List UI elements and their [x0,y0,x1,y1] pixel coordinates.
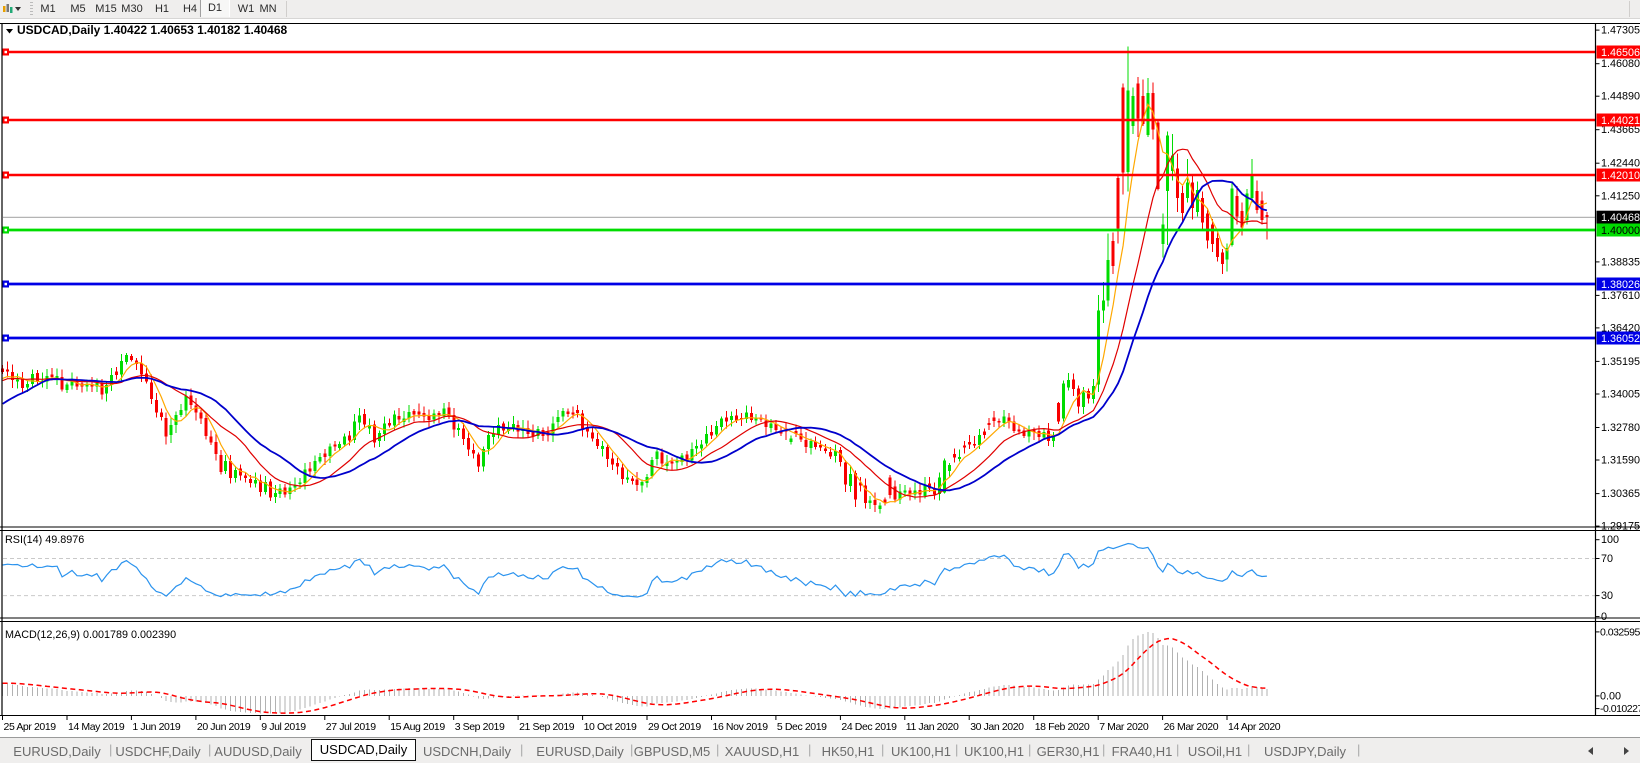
svg-text:1 Jun 2019: 1 Jun 2019 [132,721,181,733]
svg-text:1.44890: 1.44890 [1601,91,1640,103]
svg-text:1.41250: 1.41250 [1601,190,1640,202]
svg-text:0.00: 0.00 [1600,690,1621,702]
svg-text:21 Sep 2019: 21 Sep 2019 [519,721,575,733]
svg-text:1.42440: 1.42440 [1601,158,1640,170]
svg-text:1.34005: 1.34005 [1601,389,1640,401]
svg-text:1.36052: 1.36052 [1601,333,1640,345]
svg-text:1.44021: 1.44021 [1601,115,1640,127]
svg-text:1.40468: 1.40468 [1601,212,1640,224]
svg-text:1.43665: 1.43665 [1601,124,1640,136]
svg-text:24 Dec 2019: 24 Dec 2019 [841,721,897,733]
svg-text:0.032595: 0.032595 [1600,626,1640,638]
svg-text:1.30365: 1.30365 [1601,488,1640,500]
svg-text:27 Jul 2019: 27 Jul 2019 [326,721,376,733]
svg-text:USDCAD,Daily 1.40422 1.40653: USDCAD,Daily 1.40422 1.40653 1.40182 1.4… [17,23,288,37]
svg-text:1.38026: 1.38026 [1601,279,1640,291]
svg-text:10 Oct 2019: 10 Oct 2019 [584,721,637,733]
svg-text:18 Feb 2020: 18 Feb 2020 [1035,721,1090,733]
svg-text:1.46080: 1.46080 [1601,58,1640,70]
svg-text:1.32780: 1.32780 [1601,422,1640,434]
svg-text:5 Dec 2019: 5 Dec 2019 [777,721,827,733]
svg-text:100: 100 [1601,534,1619,546]
svg-text:1.31590: 1.31590 [1601,455,1640,467]
svg-text:1.40000: 1.40000 [1601,225,1640,237]
svg-text:20 Jun 2019: 20 Jun 2019 [197,721,251,733]
svg-text:-0.010227: -0.010227 [1600,703,1640,715]
svg-text:0: 0 [1601,611,1607,623]
svg-text:14 May 2019: 14 May 2019 [68,721,125,733]
svg-text:3 Sep 2019: 3 Sep 2019 [455,721,505,733]
svg-text:1.36420: 1.36420 [1601,322,1640,334]
svg-text:1.29175: 1.29175 [1601,521,1640,533]
svg-text:MACD(12,26,9) 0.001789 0.00239: MACD(12,26,9) 0.001789 0.002390 [5,629,176,641]
svg-text:1.37610: 1.37610 [1601,290,1640,302]
svg-text:9 Jul 2019: 9 Jul 2019 [261,721,306,733]
svg-text:16 Nov 2019: 16 Nov 2019 [713,721,769,733]
svg-text:RSI(14) 49.8976: RSI(14) 49.8976 [5,534,84,546]
svg-text:25 Apr 2019: 25 Apr 2019 [4,721,57,733]
svg-text:1.42010: 1.42010 [1601,170,1640,182]
svg-text:7 Mar 2020: 7 Mar 2020 [1099,721,1149,733]
svg-text:14 Apr 2020: 14 Apr 2020 [1228,721,1281,733]
svg-text:11 Jan 2020: 11 Jan 2020 [906,721,959,733]
svg-text:30: 30 [1601,590,1613,602]
svg-text:1.35195: 1.35195 [1601,356,1640,368]
svg-text:1.38835: 1.38835 [1601,256,1640,268]
svg-text:70: 70 [1601,553,1613,565]
svg-text:30 Jan 2020: 30 Jan 2020 [970,721,1024,733]
svg-text:29 Oct 2019: 29 Oct 2019 [648,721,701,733]
svg-text:1.47305: 1.47305 [1601,25,1640,37]
svg-text:15 Aug 2019: 15 Aug 2019 [390,721,445,733]
svg-text:26 Mar 2020: 26 Mar 2020 [1164,721,1219,733]
svg-text:1.46506: 1.46506 [1601,47,1640,59]
